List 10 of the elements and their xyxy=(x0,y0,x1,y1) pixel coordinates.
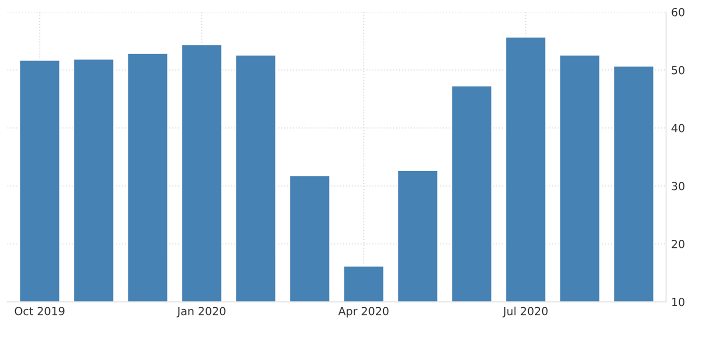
x-tick-label: Jan 2020 xyxy=(176,306,226,318)
x-tick-label: Oct 2019 xyxy=(14,306,64,316)
y-tick-label: 40 xyxy=(672,124,684,132)
y-tick-label: 50 xyxy=(672,66,684,74)
x-tick-label: Apr 2020 xyxy=(338,306,388,318)
y-tick-label: 20 xyxy=(672,240,684,248)
x-tick-label: Jul 2020 xyxy=(502,306,548,318)
y-tick-label: 30 xyxy=(672,182,684,190)
y-tick-label: 10 xyxy=(672,298,684,306)
y-tick-label: 60 xyxy=(672,8,684,16)
